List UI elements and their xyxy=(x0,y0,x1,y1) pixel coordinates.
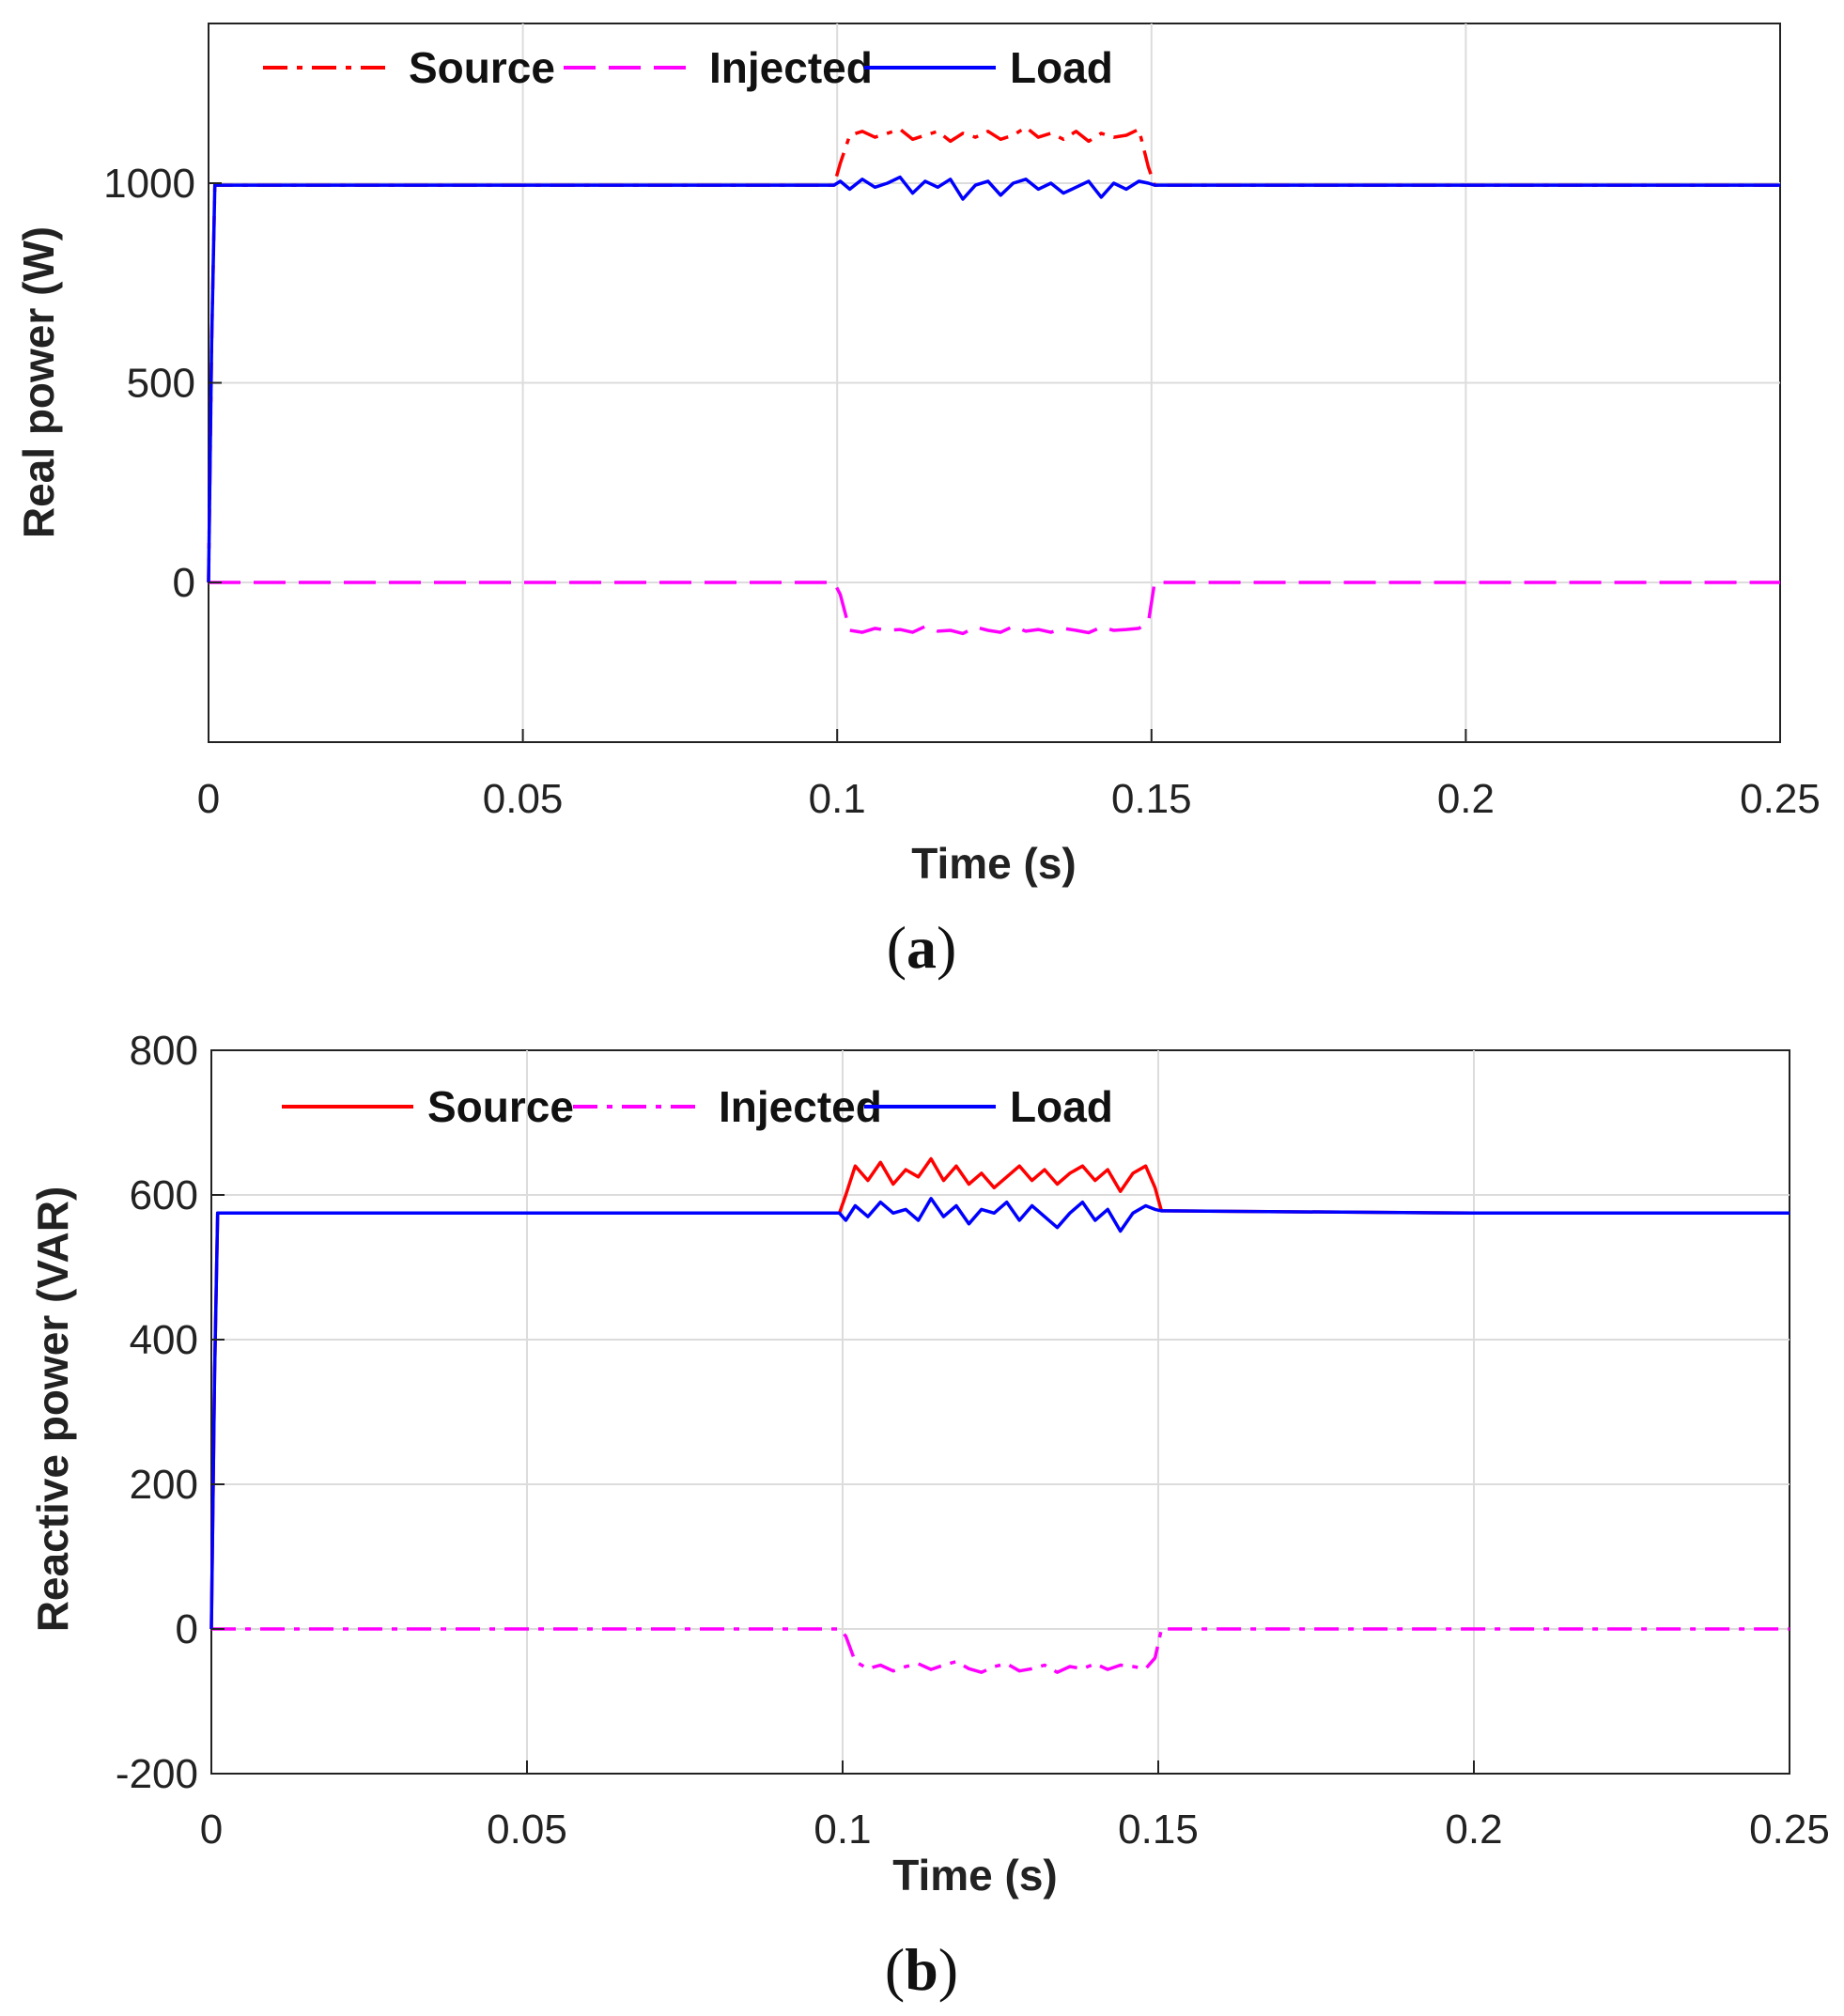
gridlines xyxy=(209,23,1780,742)
x-tick-label: 0.1 xyxy=(809,776,866,822)
x-tick-label: 0.25 xyxy=(1749,1807,1830,1853)
y-tick-label: 200 xyxy=(130,1462,198,1508)
series-line-source xyxy=(207,125,1780,583)
legend: Source Injected Load xyxy=(263,43,1113,92)
caption-open-paren: ( xyxy=(885,1936,905,2003)
series-line-injected xyxy=(209,581,1780,636)
y-tick-label: 0 xyxy=(173,560,195,606)
series-lines xyxy=(209,1156,1790,1674)
y-tick-label: 500 xyxy=(127,361,195,407)
x-tick-label: 0.05 xyxy=(487,1807,567,1853)
series-line-injected xyxy=(211,1627,1790,1674)
y-tick-label: 600 xyxy=(130,1172,198,1218)
x-tick-label: 0 xyxy=(200,1807,223,1853)
x-tick-label: 0.1 xyxy=(814,1807,871,1853)
y-tick-label: 400 xyxy=(130,1317,198,1363)
legend-label-source: Source xyxy=(409,43,555,92)
legend-label-injected: Injected xyxy=(709,43,873,92)
y-tick-label: 800 xyxy=(130,1028,198,1074)
caption-close-paren: ) xyxy=(937,914,956,981)
y-axis-label: Reactive power (VAR) xyxy=(28,1186,77,1633)
x-tick-label: 0.15 xyxy=(1118,1807,1199,1853)
caption-open-paren: ( xyxy=(887,914,907,981)
series-line-load xyxy=(207,175,1780,583)
panel-caption: (a) xyxy=(887,914,957,981)
x-tick-label: 0.05 xyxy=(483,776,564,822)
legend-label-source: Source xyxy=(427,1082,574,1131)
y-tick-label: -200 xyxy=(116,1751,198,1797)
x-tick-label: 0.2 xyxy=(1445,1807,1502,1853)
plot-area xyxy=(210,1049,1790,1775)
y-axis-label: Real power (W) xyxy=(14,226,63,538)
axis-ticks: 0 0.05 0.1 0.15 0.2 0.25 0 500 1000 xyxy=(103,161,1821,822)
series-lines xyxy=(207,125,1780,636)
caption-close-paren: ) xyxy=(938,1936,958,2003)
series-line-source xyxy=(209,1156,1790,1630)
y-tick-label: 1000 xyxy=(103,161,195,207)
legend-label-injected: Injected xyxy=(719,1082,882,1131)
legend-label-load: Load xyxy=(1010,1082,1113,1131)
x-tick-label: 0.2 xyxy=(1437,776,1495,822)
x-axis-label: Time (s) xyxy=(911,839,1077,888)
chart-panel-a: 0 0.05 0.1 0.15 0.2 0.25 0 500 1000 Source Inject… xyxy=(14,23,1821,981)
series-line-load xyxy=(209,1197,1790,1630)
caption-letter: b xyxy=(905,1936,938,2003)
panel-caption: (b) xyxy=(885,1936,958,2003)
legend-label-load: Load xyxy=(1010,43,1113,92)
x-tick-label: 0.25 xyxy=(1740,776,1821,822)
x-axis-label: Time (s) xyxy=(892,1851,1058,1900)
x-tick-label: 0 xyxy=(197,776,220,822)
x-tick-label: 0.15 xyxy=(1111,776,1192,822)
y-tick-label: 0 xyxy=(176,1606,198,1652)
caption-letter: a xyxy=(907,914,937,981)
legend: Source Injected Load xyxy=(282,1082,1113,1131)
